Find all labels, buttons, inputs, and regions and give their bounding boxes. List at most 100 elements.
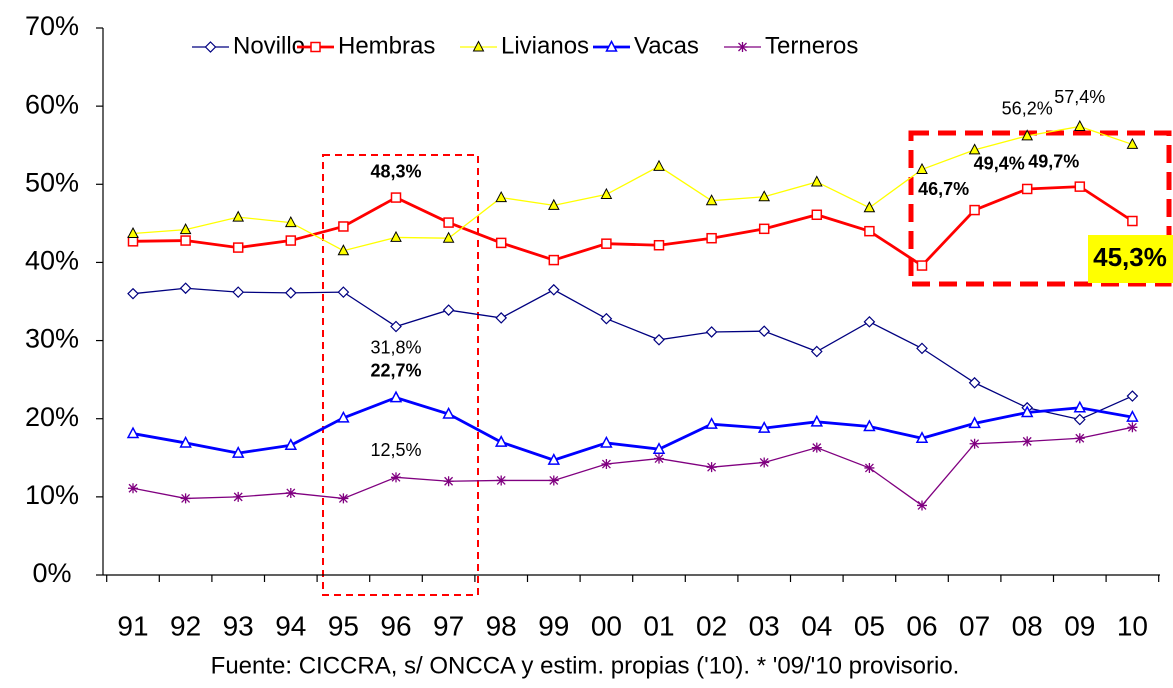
marker	[810, 175, 823, 187]
x-tick-label: 05	[854, 610, 885, 641]
marker	[864, 462, 875, 473]
y-tick-label: 60%	[25, 89, 79, 119]
marker	[126, 426, 140, 439]
marker	[232, 242, 244, 253]
marker	[705, 417, 718, 429]
highlight-box	[908, 130, 1172, 287]
marker	[1127, 422, 1138, 433]
marker	[811, 209, 823, 221]
marker	[863, 419, 876, 432]
marker	[547, 453, 561, 465]
value-label: 49,7%	[1028, 151, 1079, 171]
marker	[495, 237, 507, 249]
marker	[1073, 400, 1087, 413]
marker	[1021, 129, 1034, 141]
marker	[1073, 119, 1086, 131]
marker	[1021, 183, 1033, 195]
x-tick-label: 10	[1117, 610, 1148, 641]
x-tick-label: 92	[170, 610, 201, 641]
marker	[548, 254, 560, 266]
legend-item: Vacas	[593, 32, 699, 59]
marker	[600, 187, 613, 199]
marker	[968, 416, 981, 429]
marker	[863, 315, 876, 328]
x-tick-label: 01	[643, 610, 674, 641]
marker	[390, 320, 402, 333]
marker	[337, 410, 350, 423]
marker	[1126, 410, 1139, 422]
marker	[547, 198, 560, 210]
legend-label: Novillo	[233, 32, 305, 59]
x-tick-label: 99	[538, 610, 569, 641]
marker	[916, 260, 928, 271]
y-tick-label: 70%	[25, 11, 79, 41]
x-tick-label: 98	[486, 610, 517, 641]
value-label: 57,4%	[1054, 87, 1105, 107]
marker	[706, 462, 717, 473]
series-line	[132, 287, 1133, 421]
series-line	[132, 185, 1134, 268]
marker	[494, 435, 508, 447]
marker	[495, 190, 508, 203]
marker	[389, 390, 403, 403]
marker	[811, 442, 822, 453]
marker	[179, 223, 192, 235]
source-note: Fuente: CICCRA, s/ ONCCA y estim. propia…	[211, 652, 960, 679]
legend-marker	[605, 39, 618, 52]
marker	[548, 475, 559, 486]
x-tick-label: 03	[749, 610, 780, 641]
x-tick-label: 91	[117, 610, 148, 641]
marker	[916, 342, 928, 355]
value-label: 22,7%	[370, 360, 421, 380]
marker	[180, 235, 191, 246]
legend-marker	[204, 41, 217, 53]
legend-label: Livianos	[501, 32, 589, 59]
series-line	[132, 426, 1133, 507]
marker	[443, 217, 454, 228]
marker	[758, 325, 771, 338]
marker	[391, 472, 401, 483]
marker	[601, 238, 612, 249]
x-tick-label: 04	[801, 610, 832, 641]
marker	[180, 493, 191, 504]
marker	[757, 420, 771, 433]
legend-label: Terneros	[765, 32, 858, 59]
marker	[231, 445, 245, 458]
marker	[1074, 181, 1086, 192]
marker	[442, 304, 455, 316]
marker	[810, 345, 823, 358]
marker	[232, 286, 245, 298]
marker	[759, 457, 770, 468]
x-tick-label: 93	[223, 610, 254, 641]
legend-item: Terneros	[724, 32, 858, 59]
marker	[285, 487, 296, 498]
marker	[496, 475, 507, 486]
marker	[547, 283, 560, 296]
marker	[1127, 215, 1138, 227]
marker	[917, 500, 927, 511]
y-tick-label: 0%	[32, 558, 71, 588]
value-label: 46,7%	[918, 179, 969, 199]
y-tick-label: 10%	[25, 480, 79, 510]
marker	[864, 225, 875, 237]
marker	[127, 226, 139, 239]
x-tick-label: 97	[433, 610, 464, 641]
marker	[652, 442, 666, 454]
marker	[600, 312, 613, 325]
legend-item: Novillo	[192, 32, 305, 59]
marker	[915, 431, 929, 443]
marker	[442, 406, 455, 419]
x-tick-label: 07	[959, 610, 990, 641]
marker	[338, 221, 349, 232]
y-tick-label: 30%	[25, 324, 79, 354]
marker	[232, 210, 245, 222]
x-tick-label: 94	[275, 610, 306, 641]
x-tick-label: 96	[380, 610, 411, 641]
marker	[969, 204, 980, 216]
marker	[1073, 413, 1086, 426]
marker	[495, 312, 508, 324]
marker	[127, 287, 139, 300]
marker	[442, 231, 455, 243]
x-tick-label: 06	[906, 610, 937, 641]
